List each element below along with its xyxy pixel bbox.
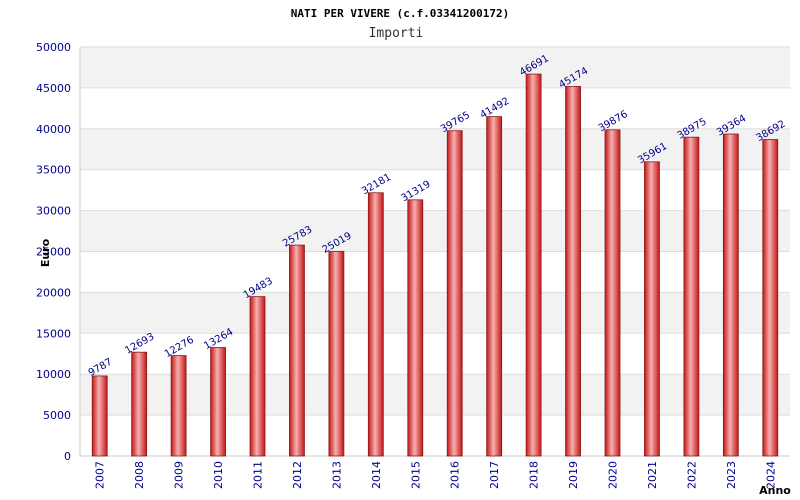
- bar: [762, 139, 779, 457]
- plot-band: [80, 169, 790, 211]
- y-tick-label: 35000: [36, 164, 71, 177]
- bar: [210, 347, 226, 457]
- x-tick-label: 2024: [764, 461, 777, 489]
- bar: [446, 130, 463, 457]
- x-tick-label: 2008: [133, 461, 146, 489]
- bar: [249, 296, 266, 457]
- chart-title: NATI PER VIVERE (c.f.03341200172): [291, 7, 510, 20]
- plot-background: [80, 47, 790, 456]
- bar: [683, 136, 700, 457]
- x-tick-label: 2023: [725, 461, 738, 489]
- bar: [131, 351, 148, 457]
- plot-band: [80, 47, 790, 88]
- x-axis-label: Anno: [759, 484, 791, 497]
- x-tick-label: 2017: [488, 461, 501, 489]
- y-tick-label: 10000: [36, 368, 71, 381]
- y-tick-label: 0: [64, 450, 71, 463]
- x-tick-label: 2015: [409, 461, 422, 489]
- x-tick-label: 2010: [212, 461, 225, 489]
- x-tick-label: 2009: [173, 461, 186, 489]
- y-tick-label: 5000: [43, 409, 71, 422]
- plot-band: [80, 333, 790, 375]
- x-tick-label: 2016: [449, 461, 462, 489]
- y-tick-label: 45000: [36, 82, 71, 95]
- bar: [170, 355, 187, 457]
- y-tick-label: 40000: [36, 123, 71, 136]
- y-tick-label: 20000: [36, 286, 71, 299]
- x-tick-label: 2011: [252, 461, 265, 489]
- y-tick-label: 50000: [36, 41, 71, 54]
- bar: [91, 375, 108, 457]
- y-tick-label: 30000: [36, 205, 71, 218]
- bar: [328, 250, 345, 457]
- x-tick-label: 2018: [528, 461, 541, 489]
- chart-subtitle: Importi: [369, 26, 424, 41]
- x-tick-label: 2022: [685, 461, 698, 489]
- bar: [565, 86, 581, 457]
- plot-band: [80, 374, 790, 416]
- y-axis-label: Euro: [39, 238, 52, 267]
- x-tick-label: 2014: [370, 461, 383, 489]
- x-tick-label: 2013: [330, 461, 343, 489]
- y-tick-label: 15000: [36, 327, 71, 340]
- bar: [407, 199, 424, 457]
- bar: [722, 133, 739, 457]
- x-tick-label: 2007: [94, 461, 107, 489]
- plot-band: [80, 128, 790, 170]
- bar: [289, 244, 305, 457]
- plot-band: [80, 251, 790, 293]
- y-axis-ticks: 0 5000 10000 15000 20000 25000 30000 35000 40000…: [36, 41, 71, 463]
- plot-band: [80, 210, 790, 252]
- bar: [367, 192, 384, 457]
- bars: [91, 73, 779, 457]
- plot-band: [80, 415, 790, 456]
- y-tick-label: 25000: [36, 246, 71, 259]
- x-tick-label: 2012: [291, 461, 304, 489]
- bar: [486, 116, 503, 457]
- x-tick-label: 2020: [607, 461, 620, 489]
- x-tick-label: 2019: [567, 461, 580, 489]
- x-axis-ticks: 2007 2008 2009 2010 2011 2012 2013 2014 2015 2016…: [94, 461, 778, 489]
- bar: [604, 129, 621, 457]
- plot-band: [80, 87, 790, 129]
- x-tick-label: 2021: [646, 461, 659, 489]
- bar: [525, 73, 542, 457]
- plot-band: [80, 292, 790, 334]
- bar: [644, 161, 660, 457]
- axes: [79, 47, 790, 457]
